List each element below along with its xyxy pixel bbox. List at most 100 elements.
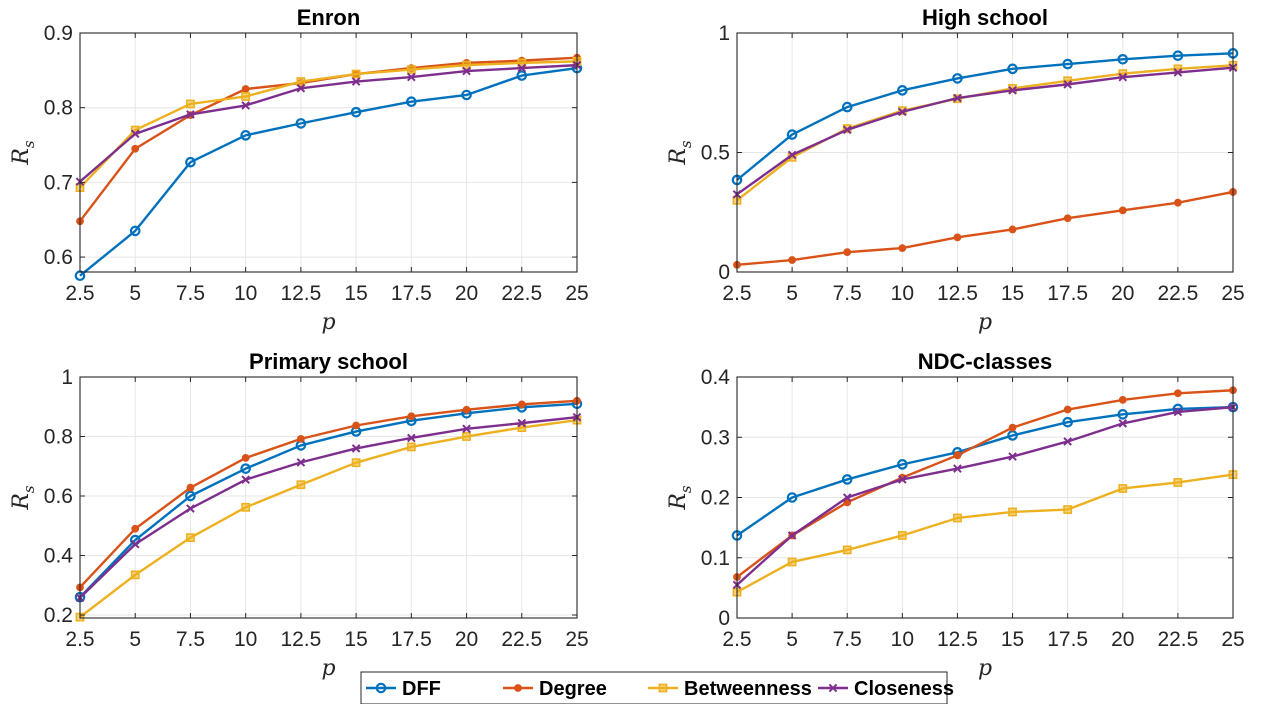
data-point-degree xyxy=(1008,225,1017,234)
legend: DFF Degree Betweenness Closeness xyxy=(360,671,954,704)
x-tick-label: 10 xyxy=(891,282,914,305)
x-tick-label: 22.5 xyxy=(501,282,542,305)
data-point-betweenness xyxy=(897,531,907,540)
data-point-dff xyxy=(461,89,472,101)
data-point-closeness xyxy=(1173,407,1183,417)
x-tick-label: 25 xyxy=(1221,282,1244,305)
data-point-dff xyxy=(786,129,798,140)
data-point-betweenness xyxy=(1118,484,1128,493)
data-point-closeness xyxy=(517,63,527,73)
series-line-dff xyxy=(736,405,1234,537)
series-line-dff xyxy=(79,66,578,277)
data-point-degree xyxy=(186,483,195,492)
data-point-betweenness xyxy=(241,92,251,101)
axes-box xyxy=(79,376,578,619)
x-tick-label: 20 xyxy=(1111,282,1134,305)
x-axis-label: p xyxy=(321,310,335,335)
data-point-dff xyxy=(897,85,908,96)
x-tick-label: 17.5 xyxy=(391,628,432,651)
x-tick-label: 20 xyxy=(455,628,478,651)
data-point-betweenness xyxy=(1063,505,1073,514)
series-closeness xyxy=(732,63,1238,199)
data-point-closeness xyxy=(787,150,797,160)
y-tick-label: 0.2 xyxy=(701,487,730,510)
data-point-closeness xyxy=(1008,452,1017,461)
series-line-dff xyxy=(79,402,578,599)
data-point-dff xyxy=(516,70,528,81)
y-axis-label: Rs xyxy=(9,485,38,511)
data-point-degree xyxy=(517,400,526,409)
series-closeness xyxy=(75,412,582,603)
x-tick-label: 2.5 xyxy=(65,282,94,305)
data-point-closeness xyxy=(186,504,195,513)
data-point-closeness xyxy=(1008,86,1017,95)
data-point-betweenness xyxy=(462,432,471,441)
data-point-dff xyxy=(240,463,251,474)
data-point-closeness xyxy=(898,107,907,117)
data-point-betweenness xyxy=(130,570,140,580)
data-point-degree xyxy=(898,244,907,253)
x-tick-label: 7.5 xyxy=(176,282,205,305)
data-point-dff xyxy=(185,156,196,168)
data-point-closeness xyxy=(462,424,471,434)
data-point-degree xyxy=(352,421,361,430)
x-tick-label: 17.5 xyxy=(1047,282,1088,305)
series-betweenness xyxy=(75,415,582,622)
data-point-degree xyxy=(296,434,305,443)
x-tick-label: 5 xyxy=(129,628,141,651)
data-point-closeness xyxy=(953,93,962,103)
panel-enron: 2.5 5 7.5 10 12.5 15 17.5 20 22.5 25 0.6 0.7 0.8 0.9 E… xyxy=(9,5,589,335)
x-axis-label: p xyxy=(321,656,335,681)
data-point-closeness xyxy=(842,125,852,135)
x-tick-label: 17.5 xyxy=(1047,628,1088,651)
legend-label-closeness: Closeness xyxy=(854,678,954,700)
y-tick-label: 0.1 xyxy=(701,547,730,570)
data-point-dff xyxy=(240,130,251,141)
series-line-closeness xyxy=(736,405,1234,586)
data-point-dff xyxy=(841,474,853,485)
data-point-betweenness xyxy=(517,58,527,68)
data-point-betweenness xyxy=(406,65,416,74)
x-tick-label: 2.5 xyxy=(722,282,751,305)
series-line-dff xyxy=(736,52,1234,181)
data-point-closeness xyxy=(130,539,140,549)
data-point-dff xyxy=(952,73,963,84)
x-tick-label: 15 xyxy=(344,628,367,651)
series-line-betweenness xyxy=(736,473,1234,594)
data-point-degree xyxy=(131,524,140,533)
data-point-dff xyxy=(129,225,141,237)
series-line-closeness xyxy=(736,66,1234,196)
data-point-closeness xyxy=(1063,80,1072,89)
x-tick-label: 25 xyxy=(565,282,588,305)
x-tick-label: 12.5 xyxy=(937,628,978,651)
legend-marker-dff xyxy=(375,682,387,694)
data-point-closeness xyxy=(1173,68,1183,77)
data-point-closeness xyxy=(351,77,361,86)
data-point-closeness xyxy=(462,66,471,76)
data-point-betweenness xyxy=(296,77,306,86)
x-tick-label: 22.5 xyxy=(1157,282,1198,305)
legend-label-degree: Degree xyxy=(539,678,607,700)
data-point-dff xyxy=(406,96,417,108)
data-point-degree xyxy=(407,412,416,421)
data-point-closeness xyxy=(407,72,416,82)
data-point-closeness xyxy=(351,444,361,453)
y-tick-label: 0 xyxy=(718,607,730,630)
y-tick-label: 0.6 xyxy=(44,485,73,508)
data-point-betweenness xyxy=(186,99,195,109)
series-line-degree xyxy=(736,190,1234,267)
x-tick-label: 10 xyxy=(234,628,257,651)
legend-entry-betweenness: Betweenness xyxy=(648,678,812,700)
data-point-closeness xyxy=(296,458,306,467)
y-tick-label: 0.8 xyxy=(44,97,73,120)
plot-area xyxy=(80,33,577,272)
x-tick-label: 20 xyxy=(455,282,478,305)
series-closeness xyxy=(732,402,1238,590)
x-tick-label: 5 xyxy=(129,282,141,305)
y-axis-label: Rs xyxy=(666,485,695,511)
x-tick-label: 10 xyxy=(891,628,914,651)
y-tick-label: 1 xyxy=(61,366,73,389)
x-tick-label: 20 xyxy=(1111,628,1134,651)
data-point-degree xyxy=(1118,206,1127,215)
data-point-degree xyxy=(843,248,852,257)
